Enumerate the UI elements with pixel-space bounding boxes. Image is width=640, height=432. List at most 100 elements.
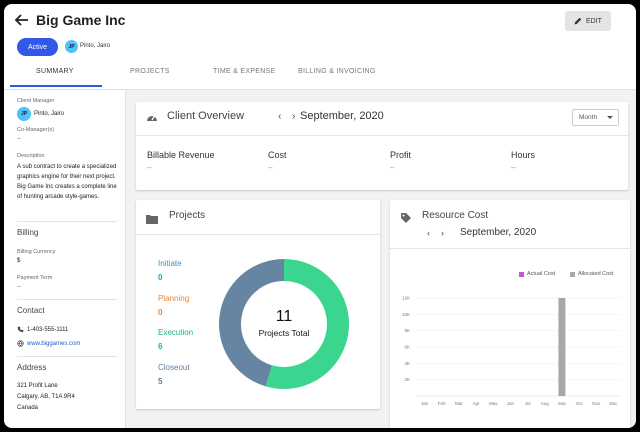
divider [17,356,117,357]
edit-button[interactable]: EDIT [565,11,611,31]
period-select[interactable]: Month [572,109,619,126]
divider [17,221,117,222]
period-select-value: Month [579,114,598,121]
metric-value: -- [390,165,395,172]
tab-projects[interactable]: PROJECTS [130,68,170,75]
billing-heading: Billing [17,228,39,237]
address-line: Canada [17,405,39,411]
projects-total-label: Projects Total [258,328,310,338]
active-tab-indicator [10,85,102,87]
address-line: Calgary, AB, T1A 9R4 [17,394,75,400]
divider [136,234,380,235]
chevron-left-icon[interactable]: ‹ [427,228,430,238]
description-label: Description [17,153,45,159]
donut-slice-closeout[interactable] [219,259,285,387]
tab-time-expense[interactable]: TIME & EXPENSE [213,68,276,75]
x-tick-label: Dec [609,401,618,406]
projects-title: Projects [169,210,206,221]
stage-count: 5 [158,377,163,386]
metric-label: Billable Revenue [147,150,215,160]
y-tick-label: 10K [402,312,410,317]
x-tick-label: Sep [558,401,567,406]
x-tick-label: Aug [541,401,550,406]
chevron-right-icon[interactable]: › [292,111,296,122]
client-manager-label: Client Manager [17,98,55,104]
legend-item: Actual Cost [519,271,555,277]
stage-label: Execution [158,328,194,337]
legend-swatch [570,271,575,277]
x-tick-label: Jun [507,401,515,406]
metric-label: Hours [511,150,536,160]
chevron-right-icon[interactable]: › [441,228,444,238]
tab-billing-invoicing[interactable]: BILLING & INVOICING [298,68,376,75]
x-tick-label: Mar [455,401,463,406]
caret-down-icon [607,116,613,119]
avatar: JP [65,40,78,53]
client-details-sidebar: Client Manager JP Pinto, Jairo Co-Manage… [4,90,126,428]
chevron-left-icon[interactable]: ‹ [278,111,282,122]
app-window: Big Game Inc EDIT Active JP Pinto, Jairo… [4,4,636,428]
address-heading: Address [17,363,47,372]
metric-label: Profit [390,150,412,160]
stage-label: Initiate [158,259,182,268]
tab-summary[interactable]: SUMMARY [36,68,74,75]
tag-icon [401,213,411,223]
resource-cost-bar-chart: 12K 10K 8K 6K 4K 2K Jan Feb Mar Apr May Jun Jul Aug Se… [402,296,622,406]
metric-value: -- [511,165,516,172]
back-arrow-icon[interactable] [14,12,30,28]
y-tick-label: 8K [404,328,410,333]
metric-value: -- [147,165,152,172]
projects-donut-chart [219,259,349,389]
divider [136,135,628,136]
speedometer-icon [147,115,157,121]
contact-heading: Contact [17,306,45,315]
stage-count: 6 [158,342,163,351]
avatar: JP [17,107,31,121]
summary-content: Client Overview ‹ › September, 2020 Mont… [126,90,636,428]
client-header: Big Game Inc EDIT Active JP Pinto, Jairo… [4,4,636,90]
payment-term-value: -- [17,284,21,290]
client-overview-card: Client Overview ‹ › September, 2020 Mont… [136,102,628,190]
description-text: A sub contract to create a specialized g… [17,164,117,200]
divider [17,299,117,300]
x-tick-label: May [489,401,498,406]
resource-cost-card: Resource Cost ‹ › September, 2020 Actual… [390,200,630,428]
folder-icon [146,215,158,224]
edit-button-label: EDIT [586,17,602,25]
stage-label: Closeout [158,363,190,372]
website-link[interactable]: www.biggames.com [27,341,81,347]
x-tick-label: Jul [525,401,531,406]
divider [390,248,630,249]
owner-name: Pinto, Jairo [80,43,111,49]
billing-currency-label: Billing Currency [17,249,56,255]
page-title: Big Game Inc [36,12,126,28]
phone-number[interactable]: 1-403-555-1111 [27,327,69,333]
pencil-icon [574,17,582,25]
stage-count: 0 [158,308,163,317]
donut-slice-execution[interactable] [265,259,349,389]
client-overview-title: Client Overview [167,110,245,122]
projects-total: 11 [275,308,293,325]
status-badge[interactable]: Active [17,38,58,56]
legend-swatch [519,271,524,277]
payment-term-label: Payment Term [17,275,53,281]
billing-currency-value: $ [17,258,21,264]
projects-card: Projects Initiate 0 Planning 0 Execution… [136,200,380,409]
x-tick-label: Apr [473,401,481,406]
y-tick-label: 4K [404,361,410,366]
client-manager-name: Pinto, Jairo [34,111,65,117]
overview-period: September, 2020 [300,110,384,122]
co-managers-value: -- [17,136,21,142]
phone-icon [17,326,24,333]
bar-allocated-cost-sep[interactable] [558,298,566,396]
y-tick-label: 6K [404,345,410,350]
y-tick-label: 2K [404,377,410,382]
x-tick-label: Feb [438,401,446,406]
globe-icon [17,340,24,347]
metric-label: Cost [268,150,287,160]
resource-period: September, 2020 [460,227,537,238]
stage-label: Planning [158,294,190,303]
y-tick-label: 12K [402,296,410,301]
stage-count: 0 [158,273,163,282]
x-tick-label: Jan [421,401,429,406]
